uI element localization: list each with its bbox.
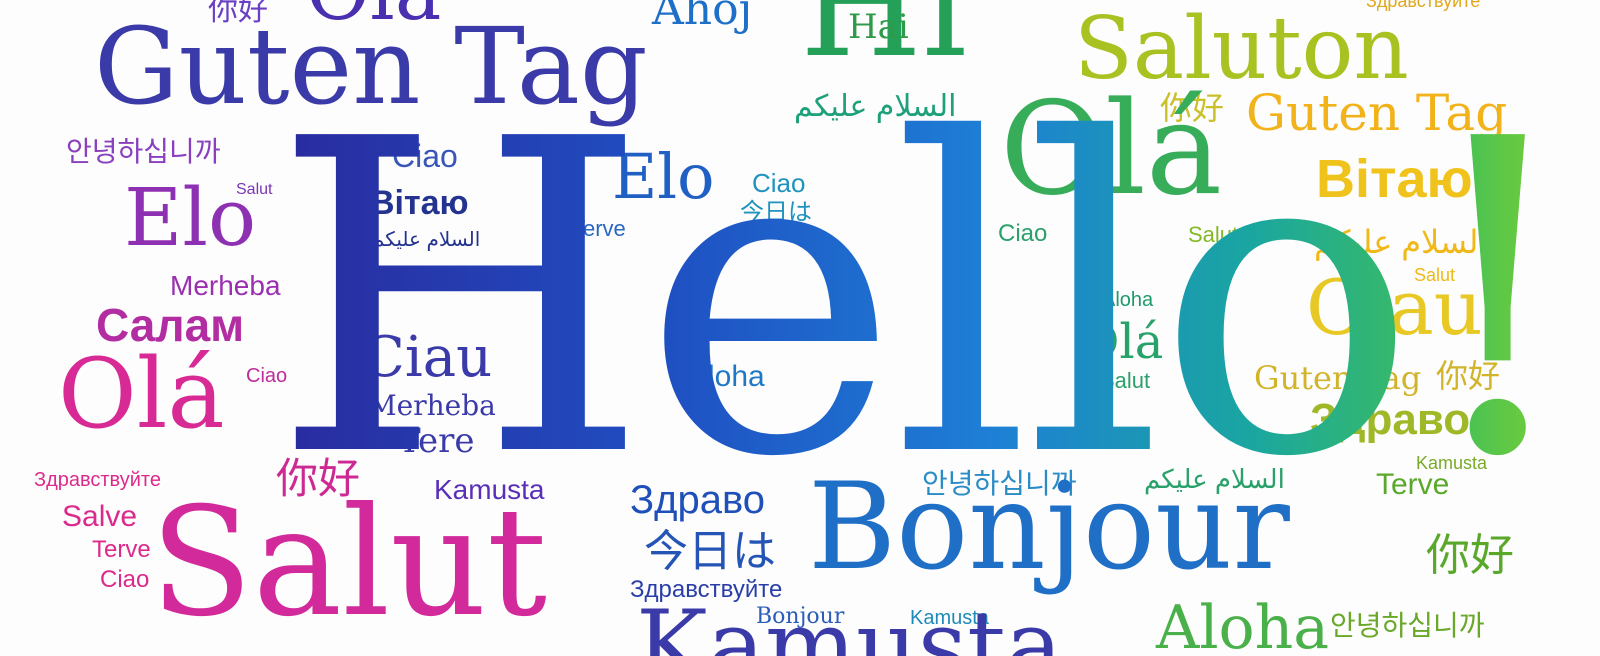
cloud-word: Здраво [1310, 398, 1470, 442]
cloud-word: 你好 [276, 458, 360, 500]
cloud-word: Вітаю [370, 186, 469, 220]
cloud-word: ﺍﻟﺴﻼﻡ ﻋﻠﻴﻜﻢ [1314, 226, 1487, 258]
cloud-word: Ahoj [652, 0, 753, 35]
cloud-word: Olá [306, 0, 441, 32]
cloud-word: Kamusta [434, 476, 545, 504]
cloud-word: Aloha [1156, 593, 1330, 656]
cloud-word: Ciau [362, 330, 492, 386]
cloud-word: Olá [58, 338, 225, 450]
cloud-word: ﺍﻟﺴﻼﻡ ﻋﻠﻴﻜﻢ [372, 230, 480, 250]
cloud-word: Terve [1376, 470, 1449, 500]
cloud-word: 你好 [1426, 530, 1514, 581]
cloud-word: Салам [96, 299, 245, 351]
cloud-word: Olá [1000, 86, 1222, 214]
cloud-word: Здравствуйте [1366, 0, 1481, 11]
cloud-word: Salut [236, 181, 273, 198]
cloud-word: Bonjour [756, 604, 845, 629]
cloud-word: 안녕하십니까 [1330, 609, 1485, 642]
cloud-word: Здравствуйте [34, 469, 161, 491]
cloud-word: Salut [150, 476, 548, 650]
cloud-word: Tere [398, 424, 475, 458]
cloud-word: 今日は [740, 200, 812, 224]
cloud-word: Saluton [1074, 0, 1409, 99]
cloud-word: 안녕하십니까 [922, 470, 1077, 498]
cloud-word: Salut [1414, 266, 1455, 284]
cloud-word: Kamusta [910, 607, 989, 629]
cloud-word: Guten Tag [94, 5, 648, 128]
cloud-word: Elo [124, 171, 257, 264]
cloud-word: Hi [800, 0, 967, 89]
cloud-word: Hai [848, 7, 909, 47]
cloud-word: Terve [572, 218, 626, 240]
cloud-word: 你好 [1436, 360, 1500, 392]
cloud-word: 你好 [1160, 92, 1224, 124]
cloud-word: ﺍﻟﺴﻼﻡ ﻋﻠﻴﻜﻢ [794, 92, 956, 122]
cloud-word: Olá [1080, 318, 1163, 366]
cloud-word: Ciao [998, 222, 1047, 246]
cloud-word: Guten Tag [1246, 88, 1507, 138]
cloud-word: 你好 [208, 0, 268, 28]
cloud-word: Ciao [246, 365, 288, 387]
cloud-word: Aloha [1102, 290, 1153, 310]
cloud-word: Ciao [100, 566, 150, 593]
cloud-word: Guten Tag [1254, 362, 1421, 394]
cloud-word: Terve [92, 536, 151, 563]
cloud-word: Ciau [1306, 270, 1483, 346]
cloud-word: Elo [612, 146, 714, 208]
cloud-word: 안녕하십니까 [66, 135, 221, 168]
cloud-word: Ciao [392, 140, 458, 172]
cloud-word: Salve [62, 500, 138, 533]
cloud-word: Здравствуйте [630, 576, 783, 603]
cloud-word: Salut [1188, 224, 1238, 246]
cloud-word: Merheba [368, 392, 496, 420]
cloud-word: Вітаю [1316, 152, 1473, 206]
cloud-word: ﺍﻟﺴﻼﻡ ﻋﻠﻴﻜﻢ [1144, 466, 1285, 492]
cloud-word: Salut [1100, 370, 1150, 392]
cloud-word: Bonjour [808, 458, 1290, 597]
hello-headline: Hello! [272, 48, 1584, 551]
cloud-word: Kamusta [1416, 454, 1487, 472]
cloud-word: Aloha [688, 362, 765, 392]
cloud-word: Kamusta [636, 590, 1063, 656]
cloud-word: Ciao [752, 170, 805, 196]
cloud-word: Merheba [170, 270, 281, 301]
cloud-word: 今日は [644, 526, 776, 577]
cloud-word: Здраво [630, 480, 765, 520]
